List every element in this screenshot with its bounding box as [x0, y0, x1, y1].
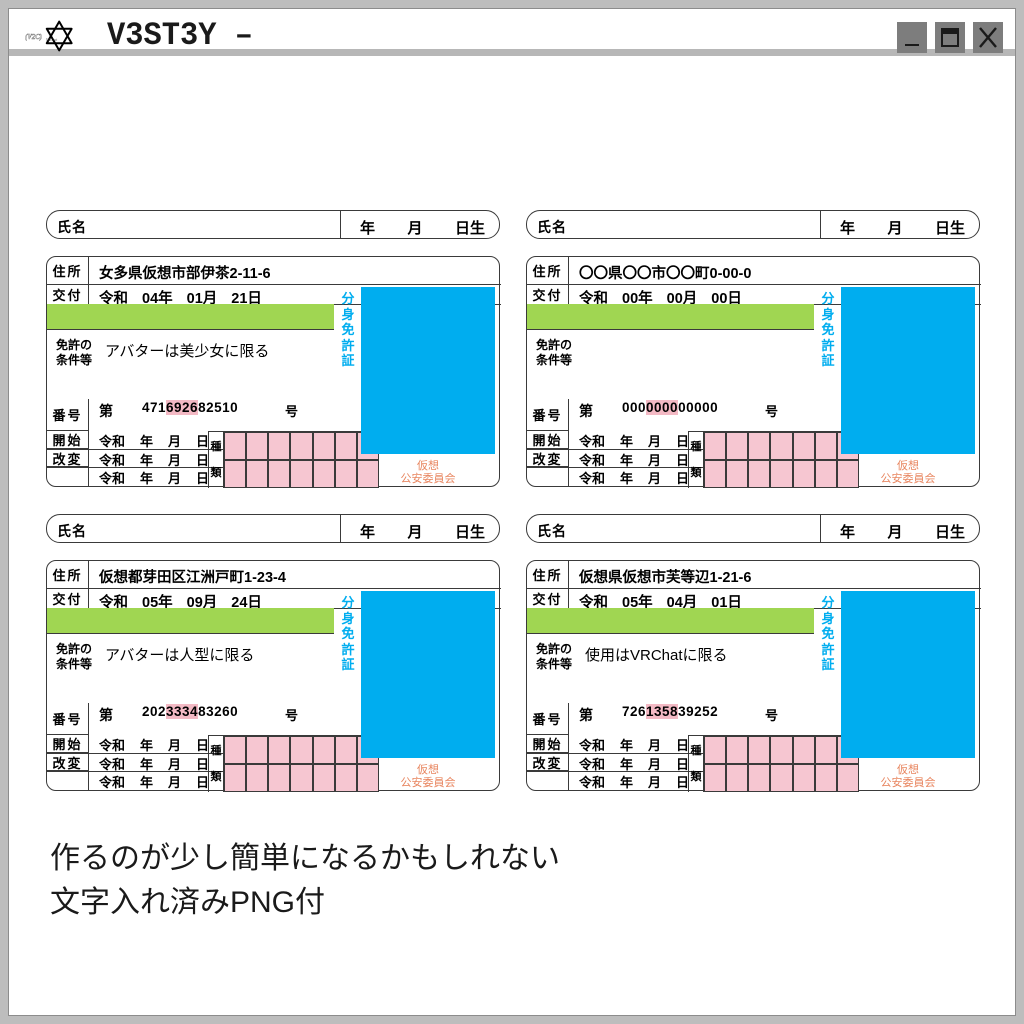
svg-text:(V2C): (V2C)	[25, 34, 42, 41]
svg-text:VRChat: VRChat	[46, 38, 58, 42]
